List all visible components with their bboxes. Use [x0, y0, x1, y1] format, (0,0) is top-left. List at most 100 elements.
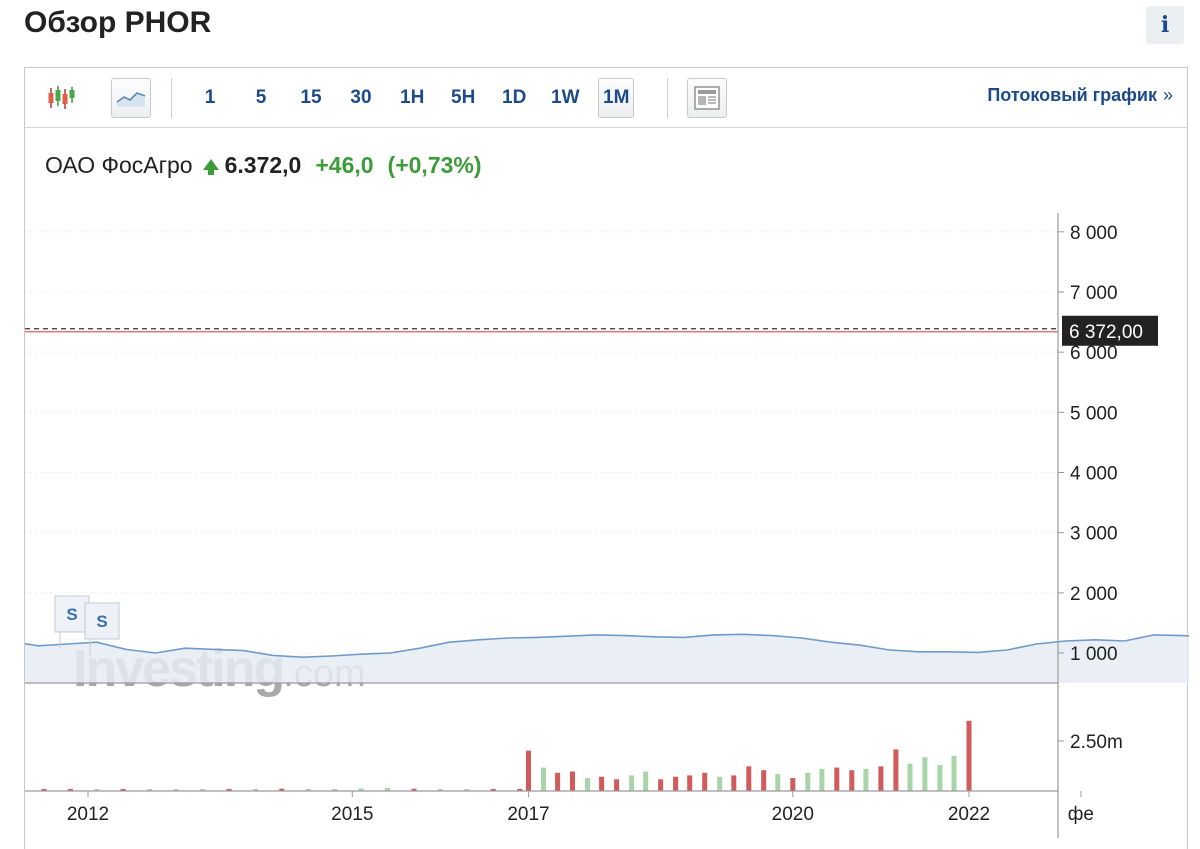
volume-bar	[526, 750, 531, 791]
price-change: +46,0	[315, 152, 374, 178]
y-tick-label: 1 000	[1070, 644, 1118, 665]
page-title: Обзор PHOR	[24, 6, 212, 39]
volume-bar	[893, 749, 899, 791]
volume-bar	[358, 788, 364, 791]
volume-bar	[541, 767, 546, 791]
volume-bar	[790, 778, 796, 791]
x-tick-label: фе	[1068, 804, 1094, 825]
volume-bar	[658, 779, 664, 791]
info-button[interactable]: i	[1146, 6, 1184, 44]
volume-bar	[41, 789, 47, 791]
area-chart-icon[interactable]	[111, 78, 151, 118]
volume-bar	[411, 788, 417, 791]
volume-bar	[490, 789, 496, 791]
volume-bar	[878, 766, 884, 791]
price-change-percent: (+0,73%)	[387, 152, 482, 178]
price-line	[25, 633, 1189, 659]
volume-bar	[775, 774, 781, 791]
volume-bar	[599, 776, 605, 791]
volume-bar	[805, 772, 811, 791]
volume-bar	[966, 720, 972, 791]
volume-bar	[643, 771, 649, 791]
x-tick-label: 2020	[772, 804, 814, 825]
interval-1[interactable]: 1	[204, 87, 216, 108]
volume-bar	[252, 789, 258, 791]
volume-bar	[305, 788, 311, 791]
volume-bar	[555, 772, 561, 791]
volume-bar	[385, 787, 390, 791]
volume-bar	[761, 770, 767, 791]
volume-bar	[464, 789, 470, 791]
volume-bar	[834, 767, 840, 791]
interval-1d[interactable]: 1D	[502, 87, 527, 108]
volume-bar	[585, 778, 590, 791]
split-marker-label: S	[66, 605, 77, 624]
volume-bar	[279, 788, 285, 791]
current-value-label: 6 372,00	[1069, 322, 1143, 343]
interval-5[interactable]: 5	[255, 87, 267, 108]
volume-bar	[849, 770, 855, 791]
volume-bar	[687, 775, 693, 791]
y-tick-label: 2 000	[1070, 584, 1118, 605]
last-price: 6.372,0	[224, 152, 302, 178]
instrument-name: ОАО ФосАгро	[45, 152, 193, 178]
volume-bar	[147, 789, 153, 791]
quote-header: ОАО ФосАгро 6.372,0 +46,0 (+0,73%)	[45, 152, 482, 179]
streaming-chart-link[interactable]: Потоковый график»	[987, 85, 1173, 106]
interval-1w[interactable]: 1W	[551, 87, 580, 108]
arrow-up-icon	[202, 159, 219, 175]
chart-widget: 1 5 15 30 1H 5H 1D 1W 1M Потоковый графи…	[24, 67, 1189, 849]
y-tick-label: 6 000	[1070, 343, 1118, 364]
volume-bar	[614, 779, 620, 791]
interval-30[interactable]: 30	[350, 87, 372, 108]
volume-bar	[731, 775, 737, 791]
x-tick-label: 2017	[507, 804, 549, 825]
y-tick-label: 5 000	[1070, 403, 1118, 424]
interval-5h[interactable]: 5H	[451, 87, 476, 108]
chart-toolbar: 1 5 15 30 1H 5H 1D 1W 1M Потоковый графи…	[25, 68, 1187, 128]
volume-bar	[570, 771, 575, 791]
volume-bar	[226, 789, 232, 791]
x-tick-label: 2015	[331, 804, 373, 825]
chevron-right-icon: »	[1162, 85, 1173, 105]
volume-bar	[951, 755, 957, 791]
x-tick-label: 2022	[948, 804, 990, 825]
volume-bar	[717, 776, 723, 791]
candlestick-chart-icon[interactable]	[41, 78, 81, 118]
volume-bar	[746, 766, 752, 791]
streaming-chart-label: Потоковый график	[987, 85, 1157, 105]
volume-bar	[173, 789, 179, 791]
price-area	[25, 634, 1189, 683]
volume-bar	[517, 788, 523, 791]
volume-bar	[629, 775, 635, 791]
y-tick-label: 7 000	[1070, 283, 1118, 304]
volume-bar	[922, 757, 928, 791]
volume-bar	[702, 772, 708, 791]
news-layout-icon[interactable]	[687, 78, 727, 118]
interval-1h[interactable]: 1H	[400, 87, 425, 108]
y-tick-label: 3 000	[1070, 524, 1118, 545]
volume-bar	[673, 776, 679, 791]
volume-bar	[200, 789, 205, 791]
volume-bar	[437, 789, 443, 791]
volume-bar	[863, 768, 869, 791]
x-tick-label: 2012	[67, 804, 109, 825]
volume-bar	[819, 768, 825, 791]
volume-bar	[67, 789, 73, 791]
volume-tick-label: 2.50m	[1070, 732, 1123, 753]
volume-bar	[907, 763, 913, 791]
split-marker-label: S	[96, 612, 107, 631]
y-tick-label: 4 000	[1070, 463, 1118, 484]
interval-15[interactable]: 15	[300, 87, 322, 108]
volume-bar	[937, 765, 943, 791]
y-tick-label: 8 000	[1070, 223, 1118, 244]
toolbar-divider	[171, 78, 172, 118]
current-value-badge	[1062, 315, 1158, 346]
split-marker-box	[84, 602, 120, 640]
toolbar-divider	[667, 78, 668, 118]
volume-bar	[120, 789, 126, 791]
volume-bar	[94, 789, 100, 791]
interval-1m[interactable]: 1M	[598, 78, 635, 118]
volume-bar	[332, 789, 338, 791]
